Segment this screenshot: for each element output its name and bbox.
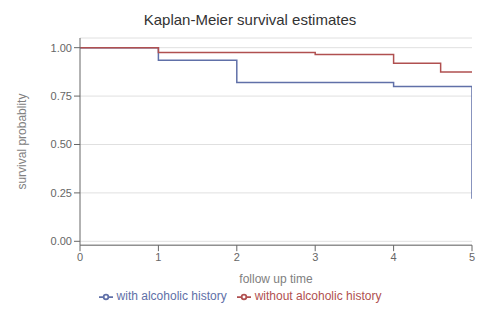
svg-text:0.00: 0.00 [51, 235, 72, 247]
svg-text:0: 0 [77, 251, 83, 263]
svg-text:follow up time: follow up time [239, 272, 313, 286]
svg-text:5: 5 [469, 251, 475, 263]
svg-text:0.75: 0.75 [51, 90, 72, 102]
svg-text:4: 4 [391, 251, 397, 263]
svg-text:1.00: 1.00 [51, 42, 72, 54]
html-text:Kaplan-Meier survival estimate: Kaplan-Meier survival estimates [143, 11, 357, 28]
svg-text:1: 1 [155, 251, 161, 263]
svg-text:2: 2 [234, 251, 240, 263]
svg-text:survival probablity: survival probablity [15, 94, 29, 190]
svg-text:0.25: 0.25 [51, 187, 72, 199]
svg-text:0.50: 0.50 [51, 138, 72, 150]
html-text:without alcoholic history: without alcoholic history [254, 289, 382, 304]
svg-text:3: 3 [312, 251, 318, 263]
html-text:with alcoholic history: with alcoholic history [116, 289, 227, 304]
